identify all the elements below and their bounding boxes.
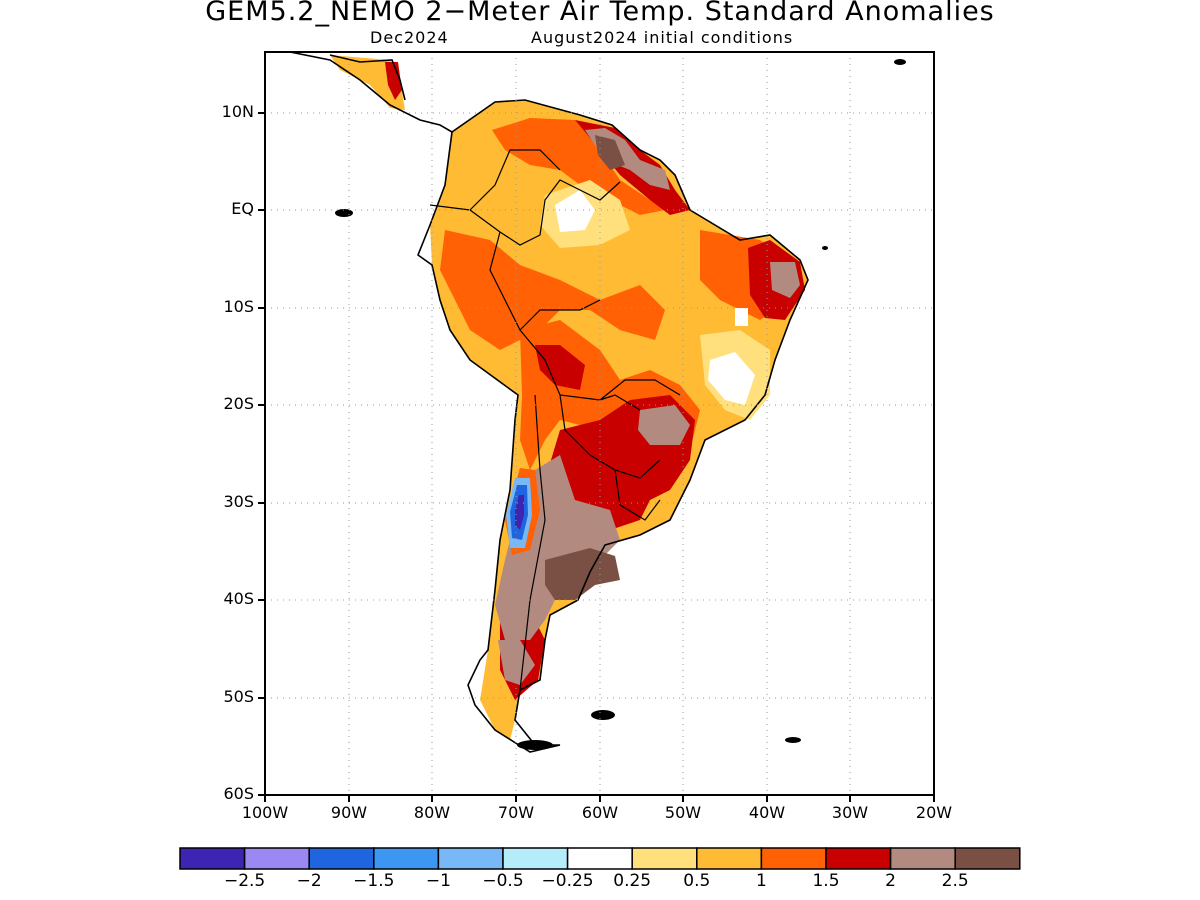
anomaly-1.5-west (440, 230, 665, 350)
chart-title: GEM5.2_NEMO 2−Meter Air Temp. Standard A… (205, 0, 995, 27)
colorbar-label: 1 (755, 871, 767, 891)
atlantic-islet (894, 59, 906, 65)
colorbar-label: −2 (296, 871, 322, 891)
latitude-label: 40S (223, 589, 254, 608)
colorbar-swatch (502, 847, 569, 870)
longitude-label: 100W (241, 803, 289, 822)
latitude-label: 10N (221, 102, 254, 121)
colorbar-swatch (373, 847, 440, 870)
anomaly-near-zero-cell (735, 308, 748, 326)
latitude-label: 60S (223, 784, 254, 803)
longitude-label: 20W (915, 803, 953, 822)
subtitle-month: Dec2024 (370, 28, 449, 47)
colorbar-swatch (889, 847, 956, 870)
latitude-label: 50S (223, 687, 254, 706)
islands (335, 59, 906, 750)
colorbar-swatch (760, 847, 827, 870)
anomaly-1.5-north (492, 118, 665, 215)
anomaly-near-zero-brazil-east (708, 352, 755, 405)
colorbar (179, 847, 1021, 870)
anomaly-near-zero-amazon (555, 190, 595, 232)
anomaly-3-argentina (545, 548, 620, 600)
anomaly-field (330, 55, 808, 740)
colorbar-label: 0.25 (613, 871, 652, 891)
anomaly-2-bolivia (535, 345, 585, 390)
colorbar-label: 2.5 (941, 871, 969, 891)
colorbar-label: 0.5 (683, 871, 711, 891)
central-america-coastline (289, 52, 453, 133)
axis-ticks (258, 112, 935, 802)
colorbar-swatch (696, 847, 763, 870)
longitude-label: 60W (581, 803, 619, 822)
colorbar-label: 1.5 (812, 871, 840, 891)
anomaly-andes-strong (515, 495, 524, 530)
country-borders (429, 149, 681, 691)
colorbar-swatch (437, 847, 504, 870)
anomaly-2.5-patagonia (498, 640, 535, 685)
longitude-label: 90W (330, 803, 368, 822)
coastlines (289, 52, 809, 753)
longitude-label: 50W (664, 803, 702, 822)
latitude-label: 20S (223, 394, 254, 413)
tierra-del-fuego (517, 740, 553, 750)
longitude-label: 70W (497, 803, 535, 822)
south-georgia (785, 737, 801, 743)
longitude-label: 30W (831, 803, 869, 822)
anomaly-3-guianas (595, 135, 625, 170)
colorbar-swatch (308, 847, 375, 870)
colorbar-label: −0.5 (482, 871, 524, 891)
colorbar-label: −1 (425, 871, 451, 891)
falkland-islands (591, 710, 615, 720)
colorbar-label: −0.25 (541, 871, 594, 891)
colorbar-label: −1.5 (353, 871, 395, 891)
colorbar-label: 2 (885, 871, 896, 891)
latitude-label: 10S (223, 297, 254, 316)
colorbar-swatch (243, 847, 310, 870)
anomaly-central-america-red (385, 62, 402, 100)
latitude-label: EQ (231, 199, 254, 218)
anomaly-2.5-brazil-south (638, 405, 690, 445)
longitude-label: 40W (748, 803, 786, 822)
colorbar-swatch (954, 847, 1021, 870)
latitude-label: 30S (223, 492, 254, 511)
colorbar-swatch (566, 847, 633, 870)
anomaly-2.5-northeast (770, 262, 800, 298)
south-america-coastline (417, 99, 809, 753)
colorbar-swatch (825, 847, 892, 870)
subtitle-initial-conditions: August2024 initial conditions (531, 28, 794, 47)
colorbar-swatch (179, 847, 246, 870)
fernando-de-noronha (822, 246, 828, 250)
colorbar-label: −2.5 (223, 871, 266, 891)
colorbar-swatch (631, 847, 698, 870)
longitude-label: 80W (413, 803, 451, 822)
